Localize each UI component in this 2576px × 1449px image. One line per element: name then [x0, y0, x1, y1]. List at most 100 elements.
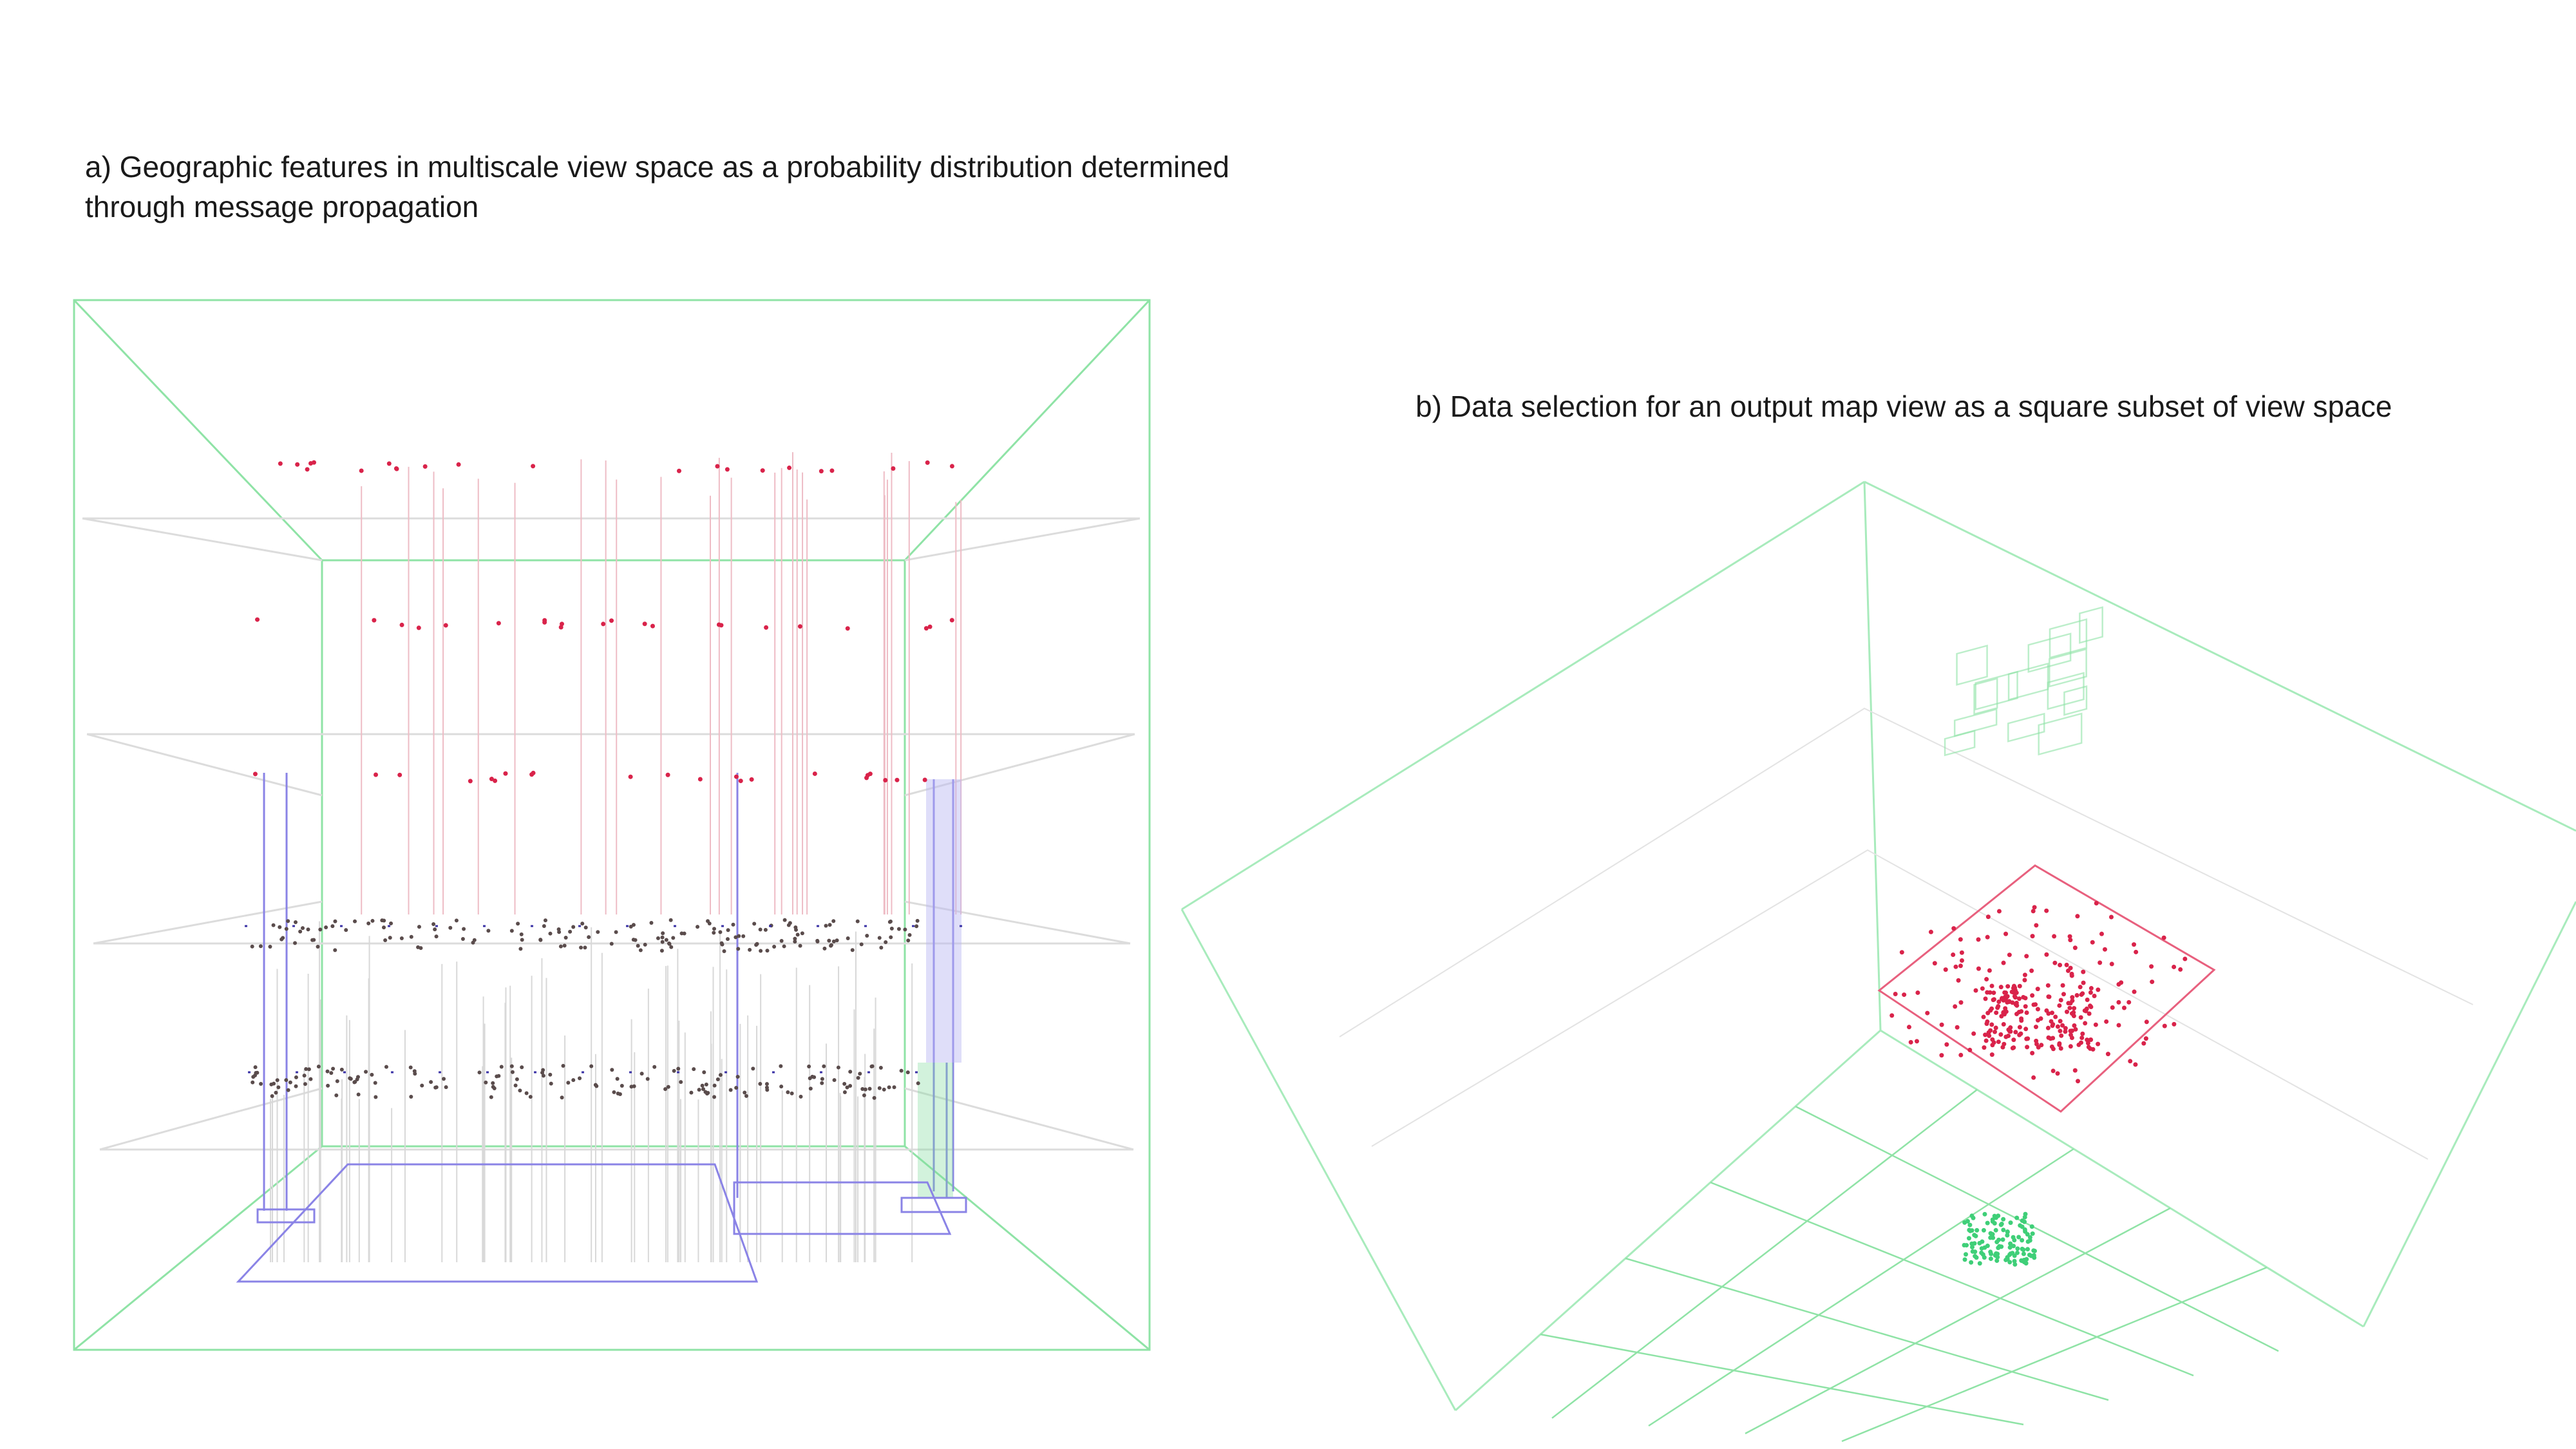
probability-point-dark	[548, 931, 553, 936]
selected-point	[1980, 986, 1985, 991]
quadtree-line	[1841, 1266, 2268, 1443]
probability-point-dark	[782, 918, 787, 922]
probability-point-dark	[491, 1081, 495, 1085]
probability-point-dark	[271, 923, 276, 927]
quadtree-cell	[1944, 730, 1976, 757]
selected-point-dense	[2036, 1045, 2041, 1050]
probability-point-red	[393, 466, 399, 471]
probability-point-red	[609, 618, 614, 623]
probability-point-dark	[499, 1065, 504, 1069]
panel-a-feature-lines	[263, 452, 962, 1262]
probability-point-red	[867, 772, 873, 777]
selected-point-dense	[2050, 1023, 2055, 1028]
selected-point	[1958, 1000, 1964, 1005]
selected-point-dense	[2023, 1027, 2029, 1032]
probability-point-dark	[667, 942, 672, 946]
selected-point-dense	[1985, 990, 1990, 995]
selected-point-dense	[1988, 1008, 1993, 1013]
probability-point-dark	[831, 919, 836, 923]
selected-point-dense	[1985, 1019, 1990, 1024]
cluster-point	[1962, 1257, 1967, 1262]
probability-point-red	[845, 626, 850, 631]
probability-point-dark	[846, 936, 850, 940]
probability-point-dark	[672, 1068, 676, 1073]
probability-point-dark	[867, 1086, 872, 1091]
probability-point-dark	[706, 919, 710, 923]
probability-point-dark	[353, 919, 357, 923]
probability-point-dark	[308, 1077, 313, 1081]
probability-point-dark	[331, 1066, 336, 1071]
probability-point-dark	[520, 1065, 524, 1070]
probability-point-dark	[752, 922, 757, 926]
probability-point-dark	[831, 939, 836, 943]
probability-point-dark	[269, 1082, 274, 1086]
selected-point	[2064, 962, 2069, 967]
selected-point-dense	[2033, 1002, 2038, 1007]
cluster-point	[2014, 1250, 2020, 1255]
probability-point-dark	[800, 931, 804, 936]
panel-b-feature-cluster	[1962, 1211, 2038, 1267]
selected-point-dense	[2084, 1006, 2089, 1011]
probability-point-dark	[281, 936, 285, 940]
selected-point-dense	[1991, 990, 1996, 996]
selected-point-dense	[2059, 1033, 2064, 1038]
selected-point	[1899, 950, 1904, 955]
selected-point-dense	[2001, 998, 2006, 1003]
quadtree-line	[1648, 1148, 2074, 1427]
probability-point-red	[949, 618, 954, 623]
selected-point-dense	[2058, 998, 2063, 1003]
probability-point-dark	[286, 1088, 290, 1092]
selected-point-dense	[1981, 1014, 1986, 1019]
probability-point-dark	[632, 1084, 636, 1088]
probability-point-dark	[370, 918, 375, 923]
probability-point-red	[456, 462, 461, 467]
probability-point-dark	[765, 1088, 770, 1092]
probability-point-dark	[790, 1091, 794, 1095]
probability-point-dark	[538, 938, 543, 942]
probability-point-dark	[284, 1078, 289, 1083]
probability-point-dark	[614, 930, 618, 934]
probability-point-dark	[808, 1086, 813, 1091]
selected-point	[2128, 1059, 2133, 1064]
probability-point-dark	[557, 930, 562, 934]
selected-point	[2044, 952, 2049, 957]
probability-point-dark	[764, 1082, 769, 1086]
probability-point-dark	[251, 1075, 256, 1079]
probability-point-dark	[736, 947, 741, 951]
probability-point-dark	[704, 1082, 708, 1086]
selected-point-dense	[1996, 1039, 2001, 1045]
probability-point-dark	[828, 923, 832, 927]
quadtree-cell	[1975, 670, 2018, 711]
selected-point-dense	[1991, 998, 1996, 1003]
selected-point	[2105, 1052, 2110, 1057]
probability-point-dark	[855, 919, 860, 923]
probability-point-dark	[914, 924, 919, 929]
probability-point-dark	[869, 1065, 874, 1069]
selected-point-dense	[2005, 994, 2010, 999]
probability-point-dark	[696, 925, 700, 929]
selected-point	[2108, 914, 2114, 920]
probability-point-dark	[689, 1090, 694, 1095]
quadtree-cell	[1956, 644, 1988, 686]
selected-point-dense	[2033, 1025, 2038, 1030]
selected-point-dense	[2017, 1032, 2022, 1037]
selected-point	[2116, 999, 2121, 1005]
cluster-point	[2022, 1215, 2027, 1220]
cluster-point	[2023, 1261, 2029, 1266]
probability-point-dark	[454, 918, 459, 923]
probability-point-dark	[663, 1087, 668, 1092]
panel-a-box-frame	[73, 299, 1151, 1351]
selected-point	[2172, 964, 2177, 969]
quadtree-cell	[2049, 648, 2087, 688]
probability-point-dark	[316, 1065, 321, 1069]
selected-point-dense	[1990, 1043, 1995, 1048]
selected-point-dense	[1998, 985, 2003, 990]
probability-point-dark	[509, 1064, 514, 1068]
probability-point-dark	[301, 926, 305, 931]
probability-point-dark	[431, 922, 436, 927]
selected-point	[2144, 1019, 2149, 1025]
probability-point-red	[443, 623, 448, 628]
selected-point-dense	[2067, 1005, 2072, 1010]
